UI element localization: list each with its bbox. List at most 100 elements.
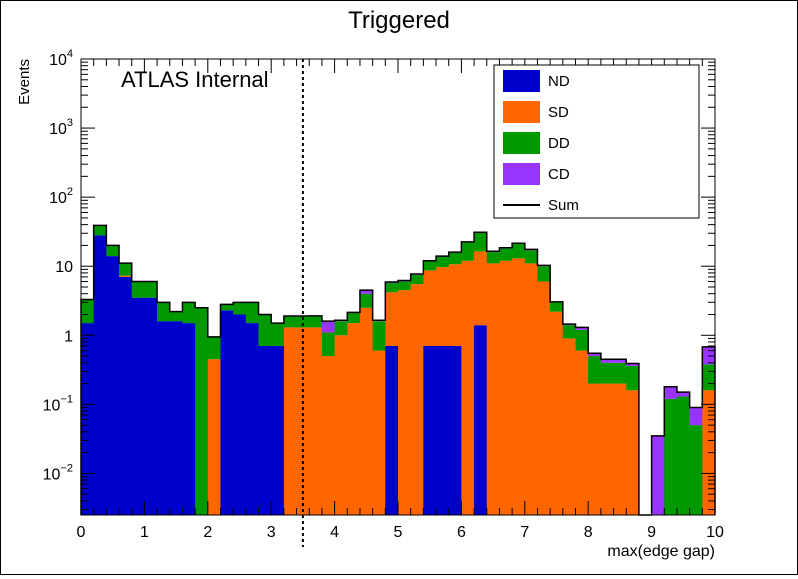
bar-dd bbox=[309, 316, 323, 328]
bar-dd bbox=[588, 356, 602, 384]
bar-nd bbox=[131, 297, 145, 515]
bar-dd bbox=[626, 365, 640, 391]
bar-dd bbox=[119, 263, 133, 276]
bar-cd bbox=[321, 321, 335, 333]
bar-sd bbox=[626, 390, 640, 515]
bar-dd bbox=[613, 362, 627, 384]
bar-dd bbox=[321, 332, 335, 357]
stacked-bars bbox=[81, 225, 716, 515]
bar-cd bbox=[689, 407, 703, 426]
bar-dd bbox=[689, 425, 703, 515]
atlas-label: ATLAS Internal bbox=[121, 67, 269, 92]
bar-dd bbox=[512, 243, 526, 259]
bar-dd bbox=[258, 314, 272, 346]
bar-sd bbox=[398, 290, 411, 515]
bar-dd bbox=[106, 245, 120, 257]
legend-label: Sum bbox=[548, 197, 579, 214]
x-tick-label: 0 bbox=[77, 524, 86, 541]
bar-nd bbox=[448, 345, 462, 515]
x-tick-label: 10 bbox=[706, 524, 724, 541]
bar-nd bbox=[271, 345, 285, 515]
legend-label: DD bbox=[548, 135, 570, 152]
x-tick-label: 5 bbox=[394, 524, 403, 541]
bar-dd bbox=[676, 396, 690, 515]
bar-dd bbox=[245, 302, 259, 324]
x-tick-label: 3 bbox=[267, 524, 276, 541]
bar-dd bbox=[334, 321, 348, 336]
bar-dd bbox=[664, 398, 678, 515]
bar-nd bbox=[169, 321, 183, 515]
bar-dd bbox=[347, 313, 361, 324]
bar-nd bbox=[182, 323, 196, 515]
bar-sd bbox=[600, 383, 614, 515]
x-tick-label: 2 bbox=[203, 524, 212, 541]
legend-swatch-nd bbox=[503, 70, 540, 92]
bar-sd bbox=[613, 383, 627, 515]
bar-dd bbox=[182, 302, 196, 324]
bar-dd bbox=[233, 302, 247, 315]
x-tick-label: 9 bbox=[647, 524, 656, 541]
bar-nd bbox=[385, 345, 399, 515]
chart-title: Triggered bbox=[348, 7, 450, 34]
legend-swatch-sd bbox=[503, 101, 540, 123]
bar-dd bbox=[93, 225, 107, 236]
bar-dd bbox=[144, 281, 158, 298]
bar-sd bbox=[461, 260, 475, 515]
bar-nd bbox=[157, 321, 171, 515]
x-tick-label: 8 bbox=[584, 524, 593, 541]
bar-dd bbox=[131, 281, 145, 298]
bar-sd bbox=[537, 281, 551, 515]
x-tick-label: 1 bbox=[140, 524, 149, 541]
bar-cd bbox=[651, 435, 665, 515]
bar-dd bbox=[600, 362, 614, 384]
bar-sd bbox=[423, 270, 437, 346]
bar-dd bbox=[359, 293, 373, 308]
bar-sd bbox=[309, 327, 323, 515]
bar-nd bbox=[436, 345, 450, 515]
x-tick-label: 4 bbox=[330, 524, 339, 541]
bar-nd bbox=[423, 345, 437, 515]
legend-swatch-dd bbox=[503, 132, 540, 154]
bar-cd bbox=[676, 392, 690, 397]
bar-sd bbox=[436, 267, 450, 346]
bar-dd bbox=[486, 252, 500, 264]
bar-cd bbox=[600, 359, 614, 363]
bar-nd bbox=[144, 297, 158, 515]
bar-cd bbox=[664, 386, 678, 399]
y-axis-label: Events bbox=[16, 59, 33, 105]
bar-sd bbox=[385, 292, 399, 346]
bar-nd bbox=[81, 323, 94, 515]
y-tick-label: 104 bbox=[49, 48, 73, 69]
bar-dd bbox=[372, 321, 386, 351]
bar-nd bbox=[93, 235, 107, 515]
bar-dd bbox=[550, 302, 564, 312]
bar-sd bbox=[347, 323, 361, 515]
bar-dd bbox=[195, 307, 209, 515]
bar-sd bbox=[524, 263, 538, 515]
bar-sd bbox=[119, 275, 133, 277]
y-axis: 10−2 10−1 1 10 102 103 104 bbox=[43, 48, 715, 511]
bar-nd bbox=[119, 276, 133, 515]
bar-nd bbox=[106, 256, 120, 515]
bar-sd bbox=[372, 350, 386, 515]
bar-dd bbox=[524, 250, 538, 264]
bar-dd bbox=[271, 323, 285, 346]
bar-sd bbox=[575, 350, 589, 515]
legend-label: CD bbox=[548, 166, 570, 183]
bar-sd bbox=[207, 359, 221, 515]
bar-dd bbox=[220, 304, 234, 311]
bar-sd bbox=[474, 251, 488, 326]
bar-sd bbox=[588, 383, 602, 515]
y-tick-label: 10−2 bbox=[43, 462, 73, 483]
bar-sd bbox=[499, 260, 513, 515]
y-tick-label: 1 bbox=[64, 328, 73, 345]
bar-cd bbox=[359, 290, 373, 294]
bar-cd bbox=[626, 363, 640, 366]
legend-swatch-cd bbox=[503, 163, 540, 185]
legend-label: ND bbox=[548, 73, 570, 90]
bar-dd bbox=[81, 299, 94, 324]
legend-label: SD bbox=[548, 104, 569, 121]
bar-sd bbox=[550, 311, 564, 515]
bar-sd bbox=[334, 335, 348, 515]
